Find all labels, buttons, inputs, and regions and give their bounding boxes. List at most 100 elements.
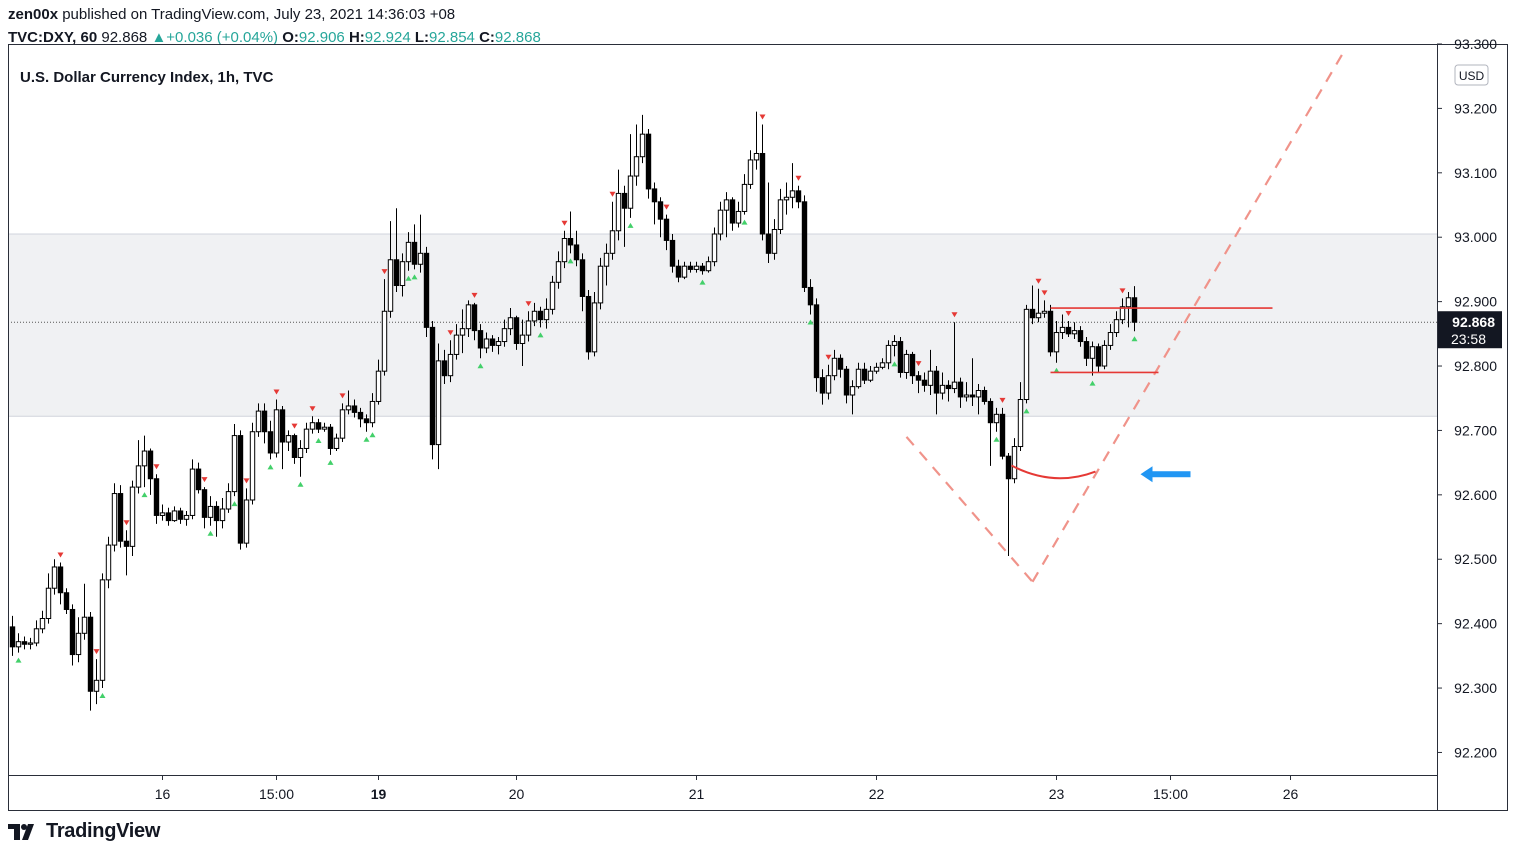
y-tick-label: 92.900 <box>1454 294 1497 310</box>
candle-body-up <box>1041 310 1048 314</box>
candle <box>543 298 550 329</box>
candle-body-up <box>273 409 280 454</box>
candle <box>447 340 454 383</box>
candle <box>813 298 820 392</box>
swing-high-marker-icon <box>951 312 958 318</box>
candle-body-up <box>927 370 934 386</box>
candle <box>57 562 64 605</box>
candle <box>45 573 52 624</box>
candle <box>375 359 382 405</box>
x-tick-label: 22 <box>869 786 885 802</box>
swing-low-marker-icon <box>1023 408 1030 414</box>
candle <box>297 440 304 477</box>
candle-body-up <box>309 422 316 430</box>
swing-low-marker-icon <box>537 332 544 338</box>
candle-body-down <box>423 252 430 328</box>
change-up-icon: ▲ <box>151 29 167 46</box>
candle-body-up <box>483 338 490 349</box>
candle <box>303 422 310 453</box>
candle-body-down <box>897 341 904 373</box>
candle-body-down <box>213 505 220 522</box>
swing-low-marker-icon <box>627 222 634 228</box>
x-tick-label: 23 <box>1049 786 1065 802</box>
y-tick-label: 92.500 <box>1454 551 1497 567</box>
candle-body-down <box>585 295 592 353</box>
swing-high-marker-icon <box>561 220 568 226</box>
candle <box>915 371 922 394</box>
candle-body-down <box>663 218 670 241</box>
candle <box>981 386 988 405</box>
y-tick-label: 92.700 <box>1454 422 1497 438</box>
candle <box>327 423 334 455</box>
candle <box>1053 320 1060 363</box>
range-zone <box>8 233 1437 417</box>
candle-body-down <box>999 413 1006 457</box>
candle <box>759 124 766 241</box>
swing-high-marker-icon <box>471 292 478 298</box>
candle-body-down <box>699 265 706 272</box>
candle <box>285 430 292 452</box>
candle <box>897 337 904 378</box>
candle-body-up <box>975 390 982 398</box>
candle-body-up <box>543 308 550 321</box>
candle <box>735 201 742 228</box>
currency-box[interactable] <box>1454 64 1489 86</box>
candle <box>597 257 604 310</box>
candle-body-down <box>279 409 286 443</box>
candle <box>225 483 232 513</box>
candle-body-up <box>225 491 232 510</box>
brand-text: TradingView <box>46 820 161 842</box>
candle <box>723 192 730 238</box>
candle <box>369 393 376 428</box>
candle-body-down <box>969 394 976 398</box>
candle-body-up <box>549 281 556 310</box>
swing-low-marker-icon <box>411 274 418 280</box>
published-text: published on TradingView.com, July 23, 2… <box>62 6 456 23</box>
candle <box>987 398 994 466</box>
candle-body-down <box>393 259 400 287</box>
candle-body-up <box>1035 312 1042 319</box>
swing-high-marker-icon <box>273 389 280 395</box>
symbol-interval: TVC:DXY, 60 <box>8 29 98 46</box>
candle-body-up <box>519 334 526 344</box>
candle <box>9 615 16 656</box>
candle-body-up <box>531 310 538 322</box>
candle-body-up <box>387 259 394 312</box>
candle <box>75 617 82 663</box>
candle-body-up <box>1125 297 1132 308</box>
candle-body-up <box>507 317 514 330</box>
candle <box>789 163 796 209</box>
candle-body-down <box>21 641 28 645</box>
candle-body-up <box>615 192 622 232</box>
candle <box>531 302 538 327</box>
candle <box>1005 452 1012 557</box>
candle-body-down <box>1131 297 1138 323</box>
candle <box>243 488 250 548</box>
candle-body-up <box>789 190 796 198</box>
candle-body-up <box>1107 332 1114 346</box>
candle-body-up <box>705 261 712 272</box>
candle-body-down <box>921 379 928 386</box>
swing-high-marker-icon <box>447 330 454 336</box>
candle-body-down <box>567 238 574 246</box>
candle-body-down <box>201 489 208 518</box>
candle <box>477 324 484 359</box>
candle-body-up <box>171 510 178 522</box>
candle <box>441 349 448 385</box>
candle-body-up <box>231 435 238 493</box>
candle-body-up <box>609 230 616 254</box>
candle-body-down <box>813 304 820 379</box>
rounded-bottom-arc[interactable] <box>1011 464 1096 480</box>
candle <box>861 362 868 385</box>
candle-body-up <box>75 632 82 656</box>
candle <box>381 279 388 376</box>
candle <box>345 390 352 415</box>
candle-body-down <box>363 418 370 424</box>
candle-body-up <box>39 617 46 630</box>
candle-body-up <box>951 381 958 390</box>
close-label: C: <box>479 29 495 46</box>
candle-body-up <box>627 175 634 209</box>
chart-title: U.S. Dollar Currency Index, 1h, TVC <box>20 69 274 86</box>
candle <box>393 208 400 292</box>
